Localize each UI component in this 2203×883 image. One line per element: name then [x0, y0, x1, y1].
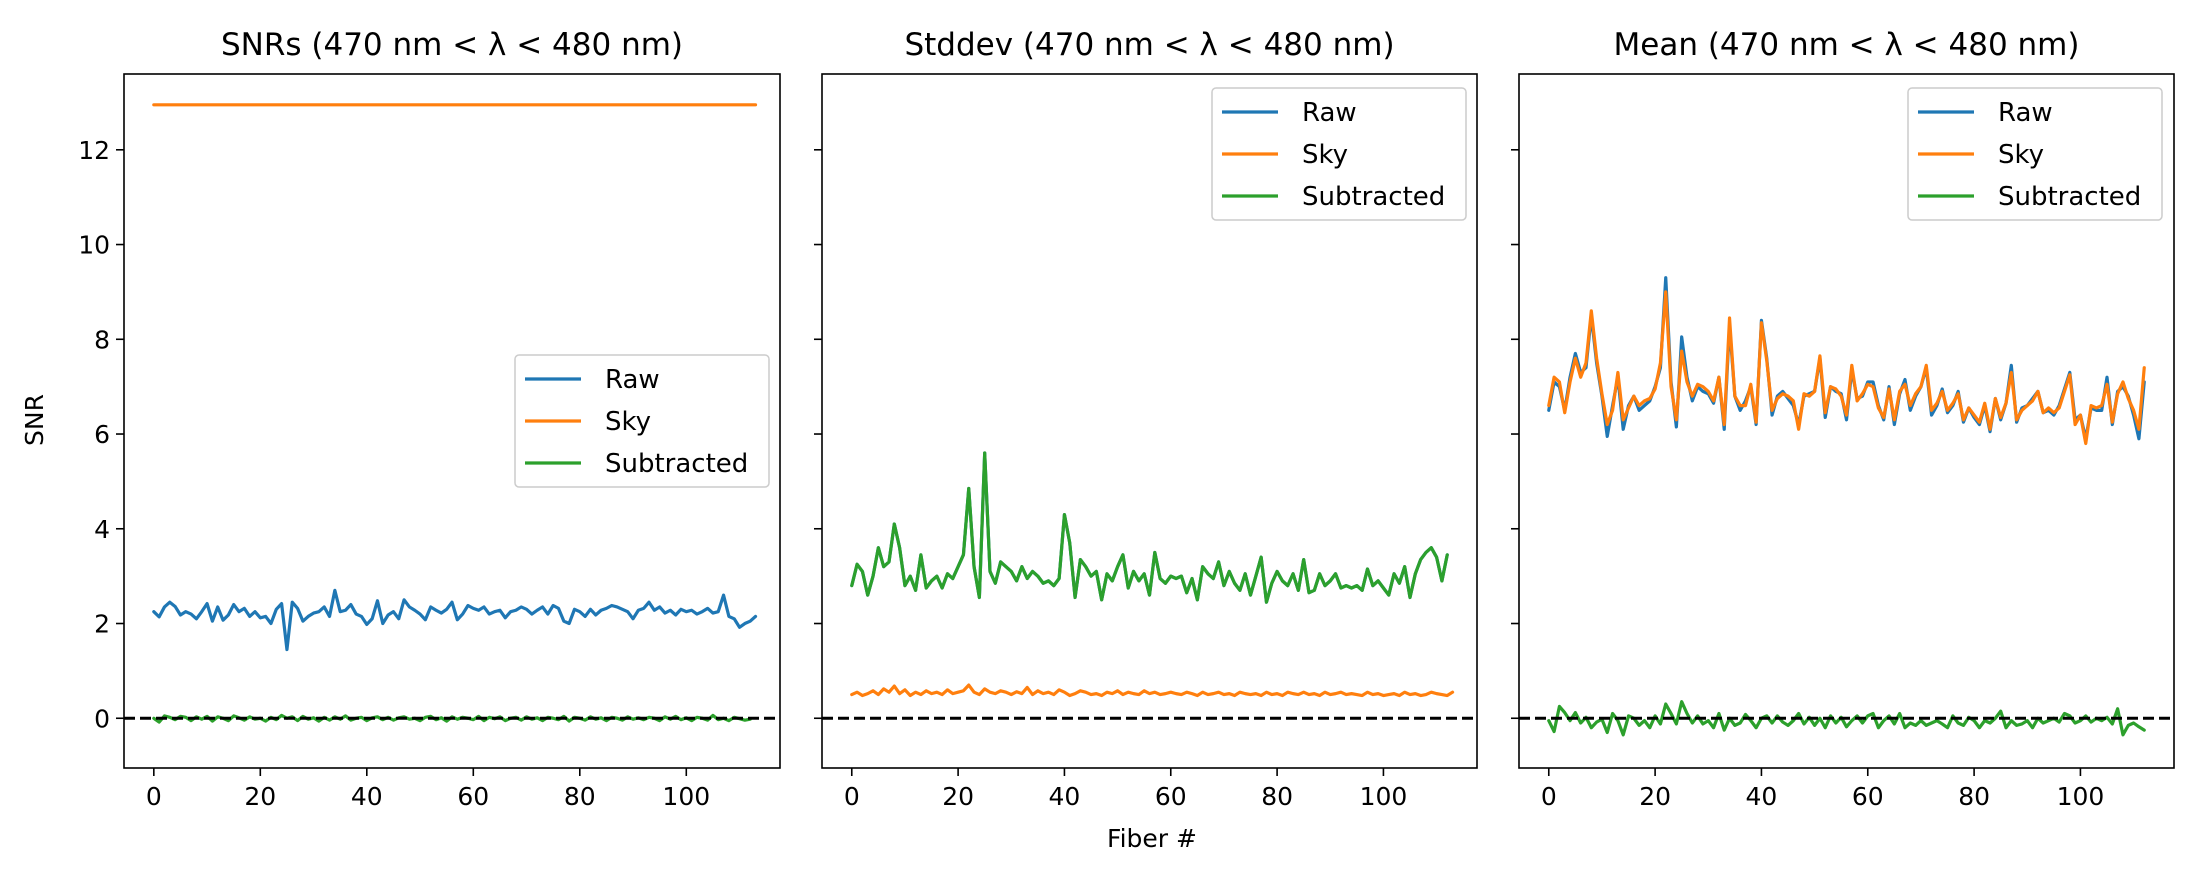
chart-title: SNRs (470 nm < λ < 480 nm) [221, 27, 683, 63]
axes-frame [821, 73, 1478, 769]
y-tick-label: 2 [94, 610, 110, 639]
legend-label: Subtracted [1998, 182, 2141, 212]
series-line-sky [1547, 290, 2146, 446]
x-tick-label: 40 [351, 782, 383, 811]
legend-box [514, 354, 770, 488]
legend-box [1907, 87, 2163, 221]
y-tick-label: 8 [94, 325, 110, 354]
axes-frame [1518, 73, 2175, 769]
x-tick-label: 0 [146, 782, 162, 811]
x-tick-label: 40 [1049, 782, 1081, 811]
y-tick-label: 12 [78, 136, 110, 165]
x-tick-label: 100 [662, 782, 710, 811]
chart-panel-3: Mean (470 nm < λ < 480 nm) 0 20 40 60 80 100 Ra… [1511, 27, 2175, 811]
x-tick-label: 100 [2057, 782, 2105, 811]
legend: Raw Sky Subtracted [514, 354, 770, 488]
y-tick-label: 10 [78, 231, 110, 260]
plot-area [1547, 276, 2146, 737]
x-tick-label: 60 [457, 782, 489, 811]
legend: Raw Sky Subtracted [1211, 87, 1467, 221]
series-line-raw [850, 451, 1449, 604]
panels: SNRs (470 nm < λ < 480 nm)0 20 40 60 80 10002… [78, 27, 2175, 811]
chart-panel-2: Stddev (470 nm < λ < 480 nm) 0 20 40 60 80 100… [814, 27, 1478, 811]
x-tick-label: 60 [1155, 782, 1187, 811]
chart-title: Mean (470 nm < λ < 480 nm) [1614, 27, 2080, 63]
x-tick-label: 20 [244, 782, 276, 811]
legend: Raw Sky Subtracted [1907, 87, 2163, 221]
legend-label: Raw [1998, 98, 2053, 128]
legend-label: Sky [1998, 140, 2044, 170]
series-line-subtracted [850, 451, 1449, 604]
legend-label: Raw [605, 365, 660, 395]
x-tick-label: 80 [564, 782, 596, 811]
y-tick-label: 6 [94, 420, 110, 449]
series-line-raw [152, 588, 758, 652]
axes-frame [123, 73, 781, 769]
chart-panel-1: SNRs (470 nm < λ < 480 nm) 0 20 40 60 80 100 0 2… [78, 27, 781, 811]
legend-box [1211, 87, 1467, 221]
y-axis-label: SNR [20, 394, 49, 446]
x-tick-label: 20 [1639, 782, 1671, 811]
y-tick-label: 4 [94, 515, 110, 544]
x-tick-label: 60 [1852, 782, 1884, 811]
x-tick-label: 0 [1541, 782, 1557, 811]
series-line-subtracted [1547, 700, 2146, 737]
x-tick-label: 20 [942, 782, 974, 811]
legend-label: Raw [1302, 98, 1357, 128]
plot-area [850, 451, 1455, 698]
legend-label: Sky [605, 407, 651, 437]
x-tick-label: 80 [1261, 782, 1293, 811]
x-tick-label: 0 [844, 782, 860, 811]
x-tick-label: 40 [1746, 782, 1778, 811]
series-line-sky [850, 683, 1455, 698]
x-tick-label: 80 [1958, 782, 1990, 811]
x-axis-label: Fiber # [1107, 824, 1197, 853]
y-tick-label: 0 [94, 704, 110, 733]
legend-label: Sky [1302, 140, 1348, 170]
legend-label: Subtracted [1302, 182, 1445, 212]
x-tick-label: 100 [1360, 782, 1408, 811]
chart-title: Stddev (470 nm < λ < 480 nm) [904, 27, 1394, 63]
legend-label: Subtracted [605, 449, 748, 479]
